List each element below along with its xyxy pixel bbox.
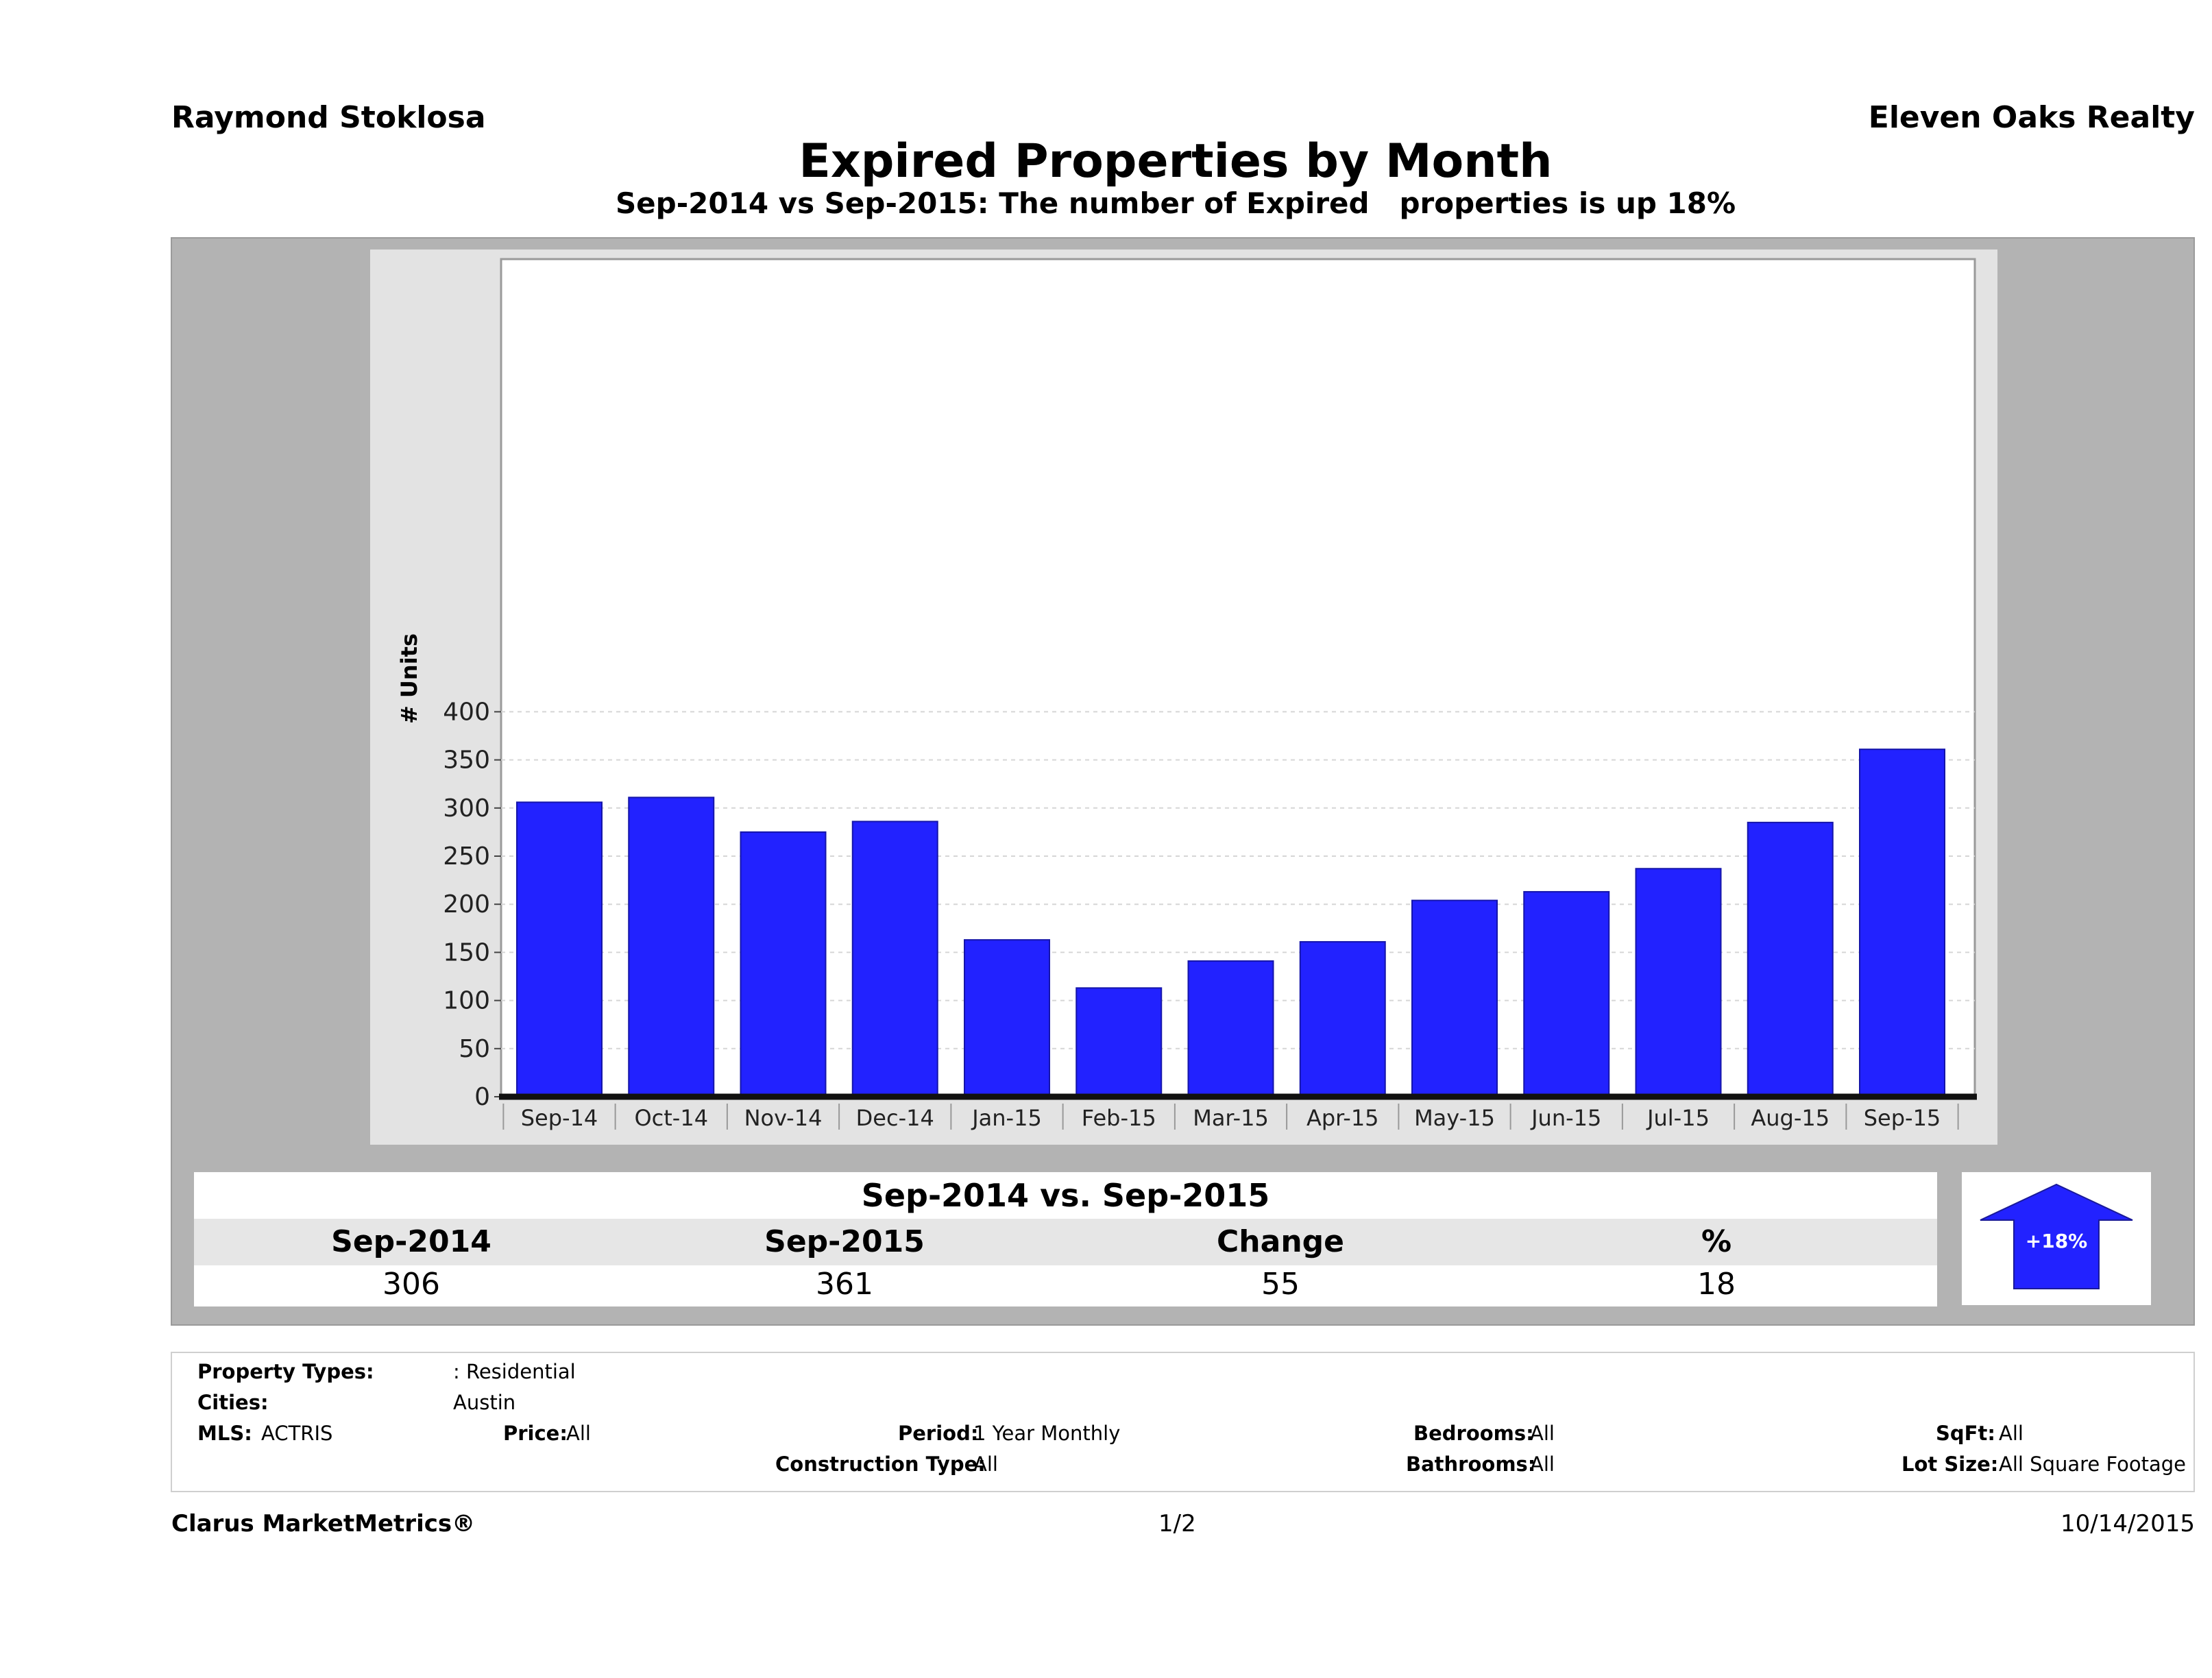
comparison-header-sep-2015: Sep-2015 xyxy=(764,1224,925,1259)
filter-property-types-value: : Residential xyxy=(453,1360,576,1383)
filter-lot-size-value: All Square Footage xyxy=(1999,1452,2187,1476)
comparison-value-sep-2014: 306 xyxy=(382,1267,440,1302)
y-axis-ticks: 0 50 100 150 200 250 300 350 400 xyxy=(443,698,501,1111)
filter-sqft-label: SqFt: xyxy=(1936,1422,1995,1445)
bar-apr-15 xyxy=(1299,940,1386,1098)
bar-jun-15 xyxy=(1523,890,1610,1097)
comparison-header-change: Change xyxy=(1217,1224,1344,1259)
filter-bedrooms-value: All xyxy=(1530,1422,1555,1445)
filter-property-types-label: Property Types: xyxy=(197,1360,374,1383)
bar-nov-14 xyxy=(740,831,827,1098)
chart-subtitle: Sep-2014 vs Sep-2015: The number of Expi… xyxy=(615,186,1736,220)
x-tick-label: Mar-15 xyxy=(1193,1105,1269,1131)
change-badge-label: +18% xyxy=(2026,1230,2087,1252)
x-tick-label: Nov-14 xyxy=(744,1105,823,1131)
y-tick-label: 150 xyxy=(443,938,490,966)
filter-period-value: 1 Year Monthly xyxy=(973,1422,1121,1445)
filter-construction-label: Construction Type: xyxy=(775,1452,986,1476)
comparison-header-row xyxy=(194,1219,1937,1265)
bar-sep-15 xyxy=(1859,749,1945,1097)
bar-jul-15 xyxy=(1635,868,1722,1097)
comparison-value-change: 55 xyxy=(1261,1267,1300,1302)
bar-dec-14 xyxy=(851,820,938,1098)
x-tick-label: Aug-15 xyxy=(1751,1105,1830,1131)
company-name: Eleven Oaks Realty xyxy=(1868,100,2195,135)
change-badge: +18% xyxy=(1962,1172,2151,1305)
bar-may-15 xyxy=(1411,899,1498,1097)
grid-lines xyxy=(501,711,1975,1049)
bars xyxy=(516,749,1945,1098)
y-tick-label: 250 xyxy=(443,842,490,871)
footer-page-number: 1/2 xyxy=(1158,1510,1196,1537)
comparison-title: Sep-2014 vs. Sep-2015 xyxy=(861,1177,1270,1214)
x-tick-label: Oct-14 xyxy=(634,1105,708,1131)
filter-period-label: Period: xyxy=(898,1422,979,1445)
bar-jan-15 xyxy=(964,939,1050,1097)
bar-sep-14 xyxy=(516,801,603,1097)
filters-panel: Property Types: : Residential Cities: Au… xyxy=(171,1352,2195,1492)
x-tick-label: Jun-15 xyxy=(1530,1105,1601,1131)
filter-construction-value: All xyxy=(973,1452,998,1476)
comparison-value-sep-2015: 361 xyxy=(816,1267,873,1302)
agent-name: Raymond Stoklosa xyxy=(171,100,486,135)
x-tick-label: Jan-15 xyxy=(971,1105,1042,1131)
y-axis-label: # Units xyxy=(396,633,422,724)
x-tick-label: Apr-15 xyxy=(1306,1105,1379,1131)
y-tick-label: 300 xyxy=(443,794,490,823)
comparison-value-row xyxy=(194,1265,1937,1306)
x-tick-label: May-15 xyxy=(1414,1105,1495,1131)
filter-bathrooms-label: Bathrooms: xyxy=(1406,1452,1536,1476)
up-arrow-icon: +18% xyxy=(1980,1183,2133,1289)
filter-sqft-value: All xyxy=(1999,1422,2023,1445)
chart-title: Expired Properties by Month xyxy=(799,134,1553,189)
x-tick-label: Dec-14 xyxy=(856,1105,934,1131)
filter-mls-value: ACTRIS xyxy=(261,1422,333,1445)
filter-lot-size-label: Lot Size: xyxy=(1901,1452,1999,1476)
filter-cities-value: Austin xyxy=(453,1391,516,1414)
filter-mls-label: MLS: xyxy=(197,1422,252,1445)
x-tick-label: Feb-15 xyxy=(1082,1105,1156,1131)
y-tick-label: 400 xyxy=(443,698,490,726)
filter-cities-label: Cities: xyxy=(197,1391,269,1414)
footer-brand: Clarus MarketMetrics® xyxy=(171,1510,476,1537)
bar-oct-14 xyxy=(628,797,715,1097)
x-tick-label: Sep-14 xyxy=(521,1105,598,1131)
bar-mar-15 xyxy=(1187,960,1274,1098)
x-axis-ticks: Sep-14 Oct-14 Nov-14 Dec-14 Jan-15 Feb-15 Mar-… xyxy=(502,1104,1959,1131)
y-tick-label: 200 xyxy=(443,890,490,919)
bar-feb-15 xyxy=(1075,987,1163,1098)
filter-price-value: All xyxy=(566,1422,591,1445)
x-tick-label: Jul-15 xyxy=(1646,1105,1710,1131)
comparison-title-row xyxy=(194,1172,1937,1219)
bar-aug-15 xyxy=(1747,821,1834,1097)
comparison-header-sep-2014: Sep-2014 xyxy=(331,1224,491,1259)
filter-bedrooms-label: Bedrooms: xyxy=(1413,1422,1534,1445)
y-tick-label: 100 xyxy=(443,987,490,1015)
y-tick-label: 50 xyxy=(459,1035,490,1063)
comparison-value-percent: 18 xyxy=(1697,1267,1736,1302)
comparison-header-percent: % xyxy=(1701,1224,1732,1259)
filter-price-label: Price: xyxy=(503,1422,568,1445)
x-tick-label: Sep-15 xyxy=(1864,1105,1941,1131)
y-tick-label: 350 xyxy=(443,746,490,775)
footer-date: 10/14/2015 xyxy=(2061,1510,2195,1537)
filter-bathrooms-value: All xyxy=(1530,1452,1555,1476)
y-tick-label: 0 xyxy=(474,1083,490,1111)
